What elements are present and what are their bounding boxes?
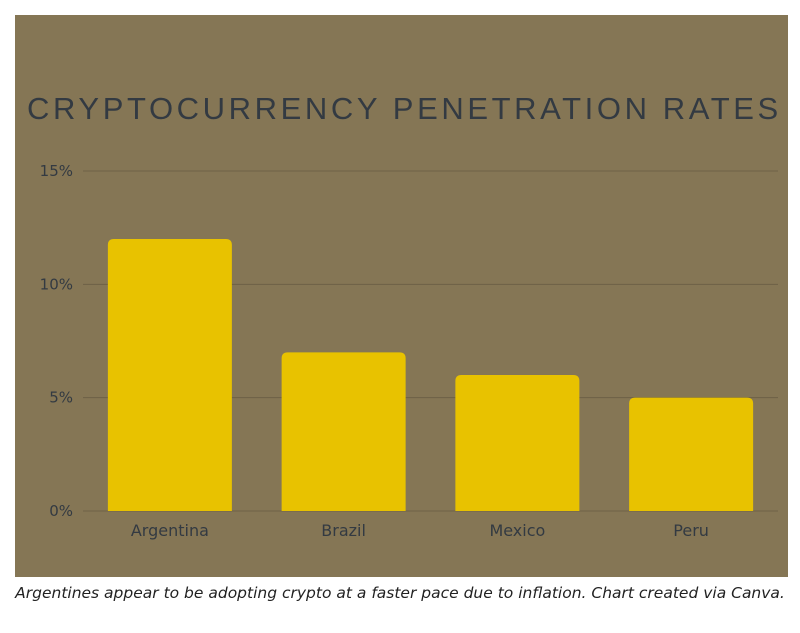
y-axis-ticks: 0% 5% 10% 15% (40, 162, 73, 520)
bar-chart: 0% 5% 10% 15% Argentina Brazil Mexico Peru (40, 162, 778, 540)
x-category-label: Argentina (131, 521, 209, 540)
y-tick-label: 10% (40, 275, 73, 293)
bar-mexico (455, 375, 580, 511)
y-tick-label: 0% (49, 502, 73, 520)
y-tick-label: 5% (49, 389, 73, 407)
chart-panel: CRYPTOCURRENCY PENETRATION RATES 0% 5% 10%… (15, 15, 788, 577)
chart-caption: Argentines appear to be adopting crypto … (15, 584, 785, 602)
y-tick-label: 15% (40, 162, 73, 180)
chart-title: CRYPTOCURRENCY PENETRATION RATES (27, 91, 782, 126)
bar-brazil (281, 352, 406, 511)
bar-peru (629, 397, 754, 511)
x-category-label: Brazil (321, 521, 366, 540)
x-category-label: Peru (673, 521, 709, 540)
x-category-label: Mexico (489, 521, 545, 540)
x-axis-categories: Argentina Brazil Mexico Peru (131, 521, 709, 540)
bar-argentina (107, 239, 232, 511)
bars (107, 239, 754, 511)
